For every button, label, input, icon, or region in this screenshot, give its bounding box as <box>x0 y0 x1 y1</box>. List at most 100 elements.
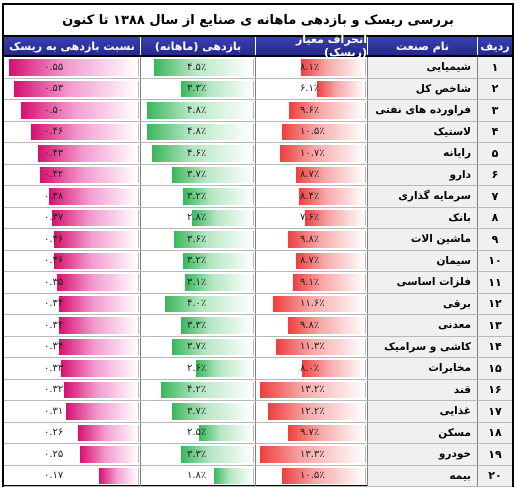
risk-cell: ۱۳.۲٪ <box>255 379 367 400</box>
return-cell: ۳.۳٪ <box>140 444 255 465</box>
ratio-value: ۰.۳۴ <box>44 298 64 310</box>
return-bar <box>185 274 254 291</box>
risk-value: ۸.۱٪ <box>300 61 320 73</box>
return-bar <box>171 338 254 355</box>
ratio-bar <box>61 360 139 377</box>
risk-value: ۹.۱٪ <box>300 276 320 288</box>
return-value: ۴.۸٪ <box>187 126 207 138</box>
ratio-value: ۰.۵۰ <box>44 104 64 116</box>
return-cell: ۳.۷٪ <box>140 164 255 185</box>
risk-value: ۸.۴٪ <box>300 190 320 202</box>
risk-bar <box>302 360 366 377</box>
table-row: ۱ شیمیایی ۸.۱٪ ۴.۵٪ ۰.۵۵ <box>4 57 512 79</box>
table-row: ۱۸ مسکن ۹.۷٪ ۲.۵٪ ۰.۲۶ <box>4 422 512 444</box>
ratio-bar <box>63 381 139 398</box>
return-cell: ۴.۸٪ <box>140 121 255 142</box>
table-row: ۱۱ فلزات اساسی ۹.۱٪ ۳.۱٪ ۰.۳۵ <box>4 272 512 294</box>
risk-bar <box>259 446 366 463</box>
table-row: ۱۹ خودرو ۱۳.۳٪ ۳.۳٪ ۰.۲۵ <box>4 444 512 466</box>
risk-bar <box>282 123 366 140</box>
table-row: ۱۰ سیمان ۸.۷٪ ۳.۲٪ ۰.۳۶ <box>4 250 512 272</box>
industry-name: شاخص کل <box>367 78 477 99</box>
risk-cell: ۷.۶٪ <box>255 207 367 228</box>
row-index: ۱۱ <box>477 272 512 293</box>
risk-bar <box>301 59 366 76</box>
ratio-bar <box>58 317 139 334</box>
risk-bar <box>268 403 366 420</box>
ratio-bar <box>51 209 139 226</box>
return-value: ۳.۷٪ <box>187 405 207 417</box>
risk-cell: ۸.۴٪ <box>255 186 367 207</box>
return-value: ۴.۸٪ <box>187 104 207 116</box>
table-row: ۸ بانک ۷.۶٪ ۲.۸٪ ۰.۳۷ <box>4 207 512 229</box>
return-value: ۳.۲٪ <box>187 190 207 202</box>
risk-value: ۸.۷٪ <box>300 169 320 181</box>
ratio-bar <box>30 123 139 140</box>
risk-cell: ۱۳.۳٪ <box>255 444 367 465</box>
risk-bar <box>293 274 366 291</box>
table-row: ۳ فراورده های نفتی ۹.۶٪ ۴.۸٪ ۰.۵۰ <box>4 100 512 122</box>
return-bar <box>182 188 254 205</box>
return-cell: ۱.۸٪ <box>140 465 255 486</box>
ratio-cell: ۰.۳۲ <box>4 380 140 401</box>
ratio-bar <box>14 80 139 97</box>
return-cell: ۳.۶٪ <box>140 229 255 250</box>
industry-name: غذایی <box>367 401 477 422</box>
return-bar <box>180 80 254 97</box>
row-index: ۶ <box>477 164 512 185</box>
return-value: ۴.۵٪ <box>187 61 207 73</box>
header-ratio: نسبت بازدهی به ریسک <box>9 39 135 53</box>
risk-cell: ۸.۰٪ <box>255 358 367 379</box>
ratio-value: ۰.۳۷ <box>44 212 64 224</box>
ratio-bar <box>21 102 139 119</box>
return-cell: ۲.۵٪ <box>140 422 255 443</box>
table-row: ۱۴ کاشی و سرامیک ۱۱.۳٪ ۳.۷٪ ۰.۳۴ <box>4 336 512 358</box>
industry-name: خودرو <box>367 444 477 465</box>
risk-cell: ۹.۱٪ <box>255 272 367 293</box>
table-header: ردیف نام صنعت انحراف معیار (ریسک) بازدهی… <box>4 33 512 59</box>
return-value: ۳.۷٪ <box>187 341 207 353</box>
return-cell: ۴.۵٪ <box>140 57 255 78</box>
risk-bar <box>260 381 366 398</box>
risk-cell: ۱۰.۵٪ <box>255 465 367 486</box>
risk-value: ۸.۷٪ <box>300 255 320 267</box>
return-cell: ۳.۲٪ <box>140 186 255 207</box>
ratio-cell: ۰.۳۸ <box>4 186 140 207</box>
risk-bar <box>282 467 366 484</box>
ratio-cell: ۰.۵۰ <box>4 100 140 121</box>
industry-name: برقی <box>367 293 477 314</box>
ratio-cell: ۰.۴۳ <box>4 143 140 164</box>
return-bar <box>147 123 254 140</box>
return-value: ۳.۳٪ <box>187 319 207 331</box>
risk-bar <box>296 252 366 269</box>
industry-name: سرمایه گذاری <box>367 186 477 207</box>
risk-cell: ۱۰.۵٪ <box>255 121 367 142</box>
return-bar <box>198 424 254 441</box>
return-bar <box>180 446 254 463</box>
ratio-cell: ۰.۳۶ <box>4 229 140 250</box>
ratio-value: ۰.۳۵ <box>44 276 64 288</box>
table-row: ۷ سرمایه گذاری ۸.۴٪ ۳.۲٪ ۰.۳۸ <box>4 186 512 208</box>
return-value: ۳.۳٪ <box>187 448 207 460</box>
industry-name: رایانه <box>367 143 477 164</box>
risk-value: ۹.۷٪ <box>300 427 320 439</box>
row-index: ۱ <box>477 57 512 78</box>
risk-value: ۱۰.۵٪ <box>300 470 325 482</box>
table-row: ۱۶ قند ۱۳.۲٪ ۴.۲٪ ۰.۳۲ <box>4 379 512 401</box>
table-row: ۲۰ بیمه ۱۰.۵٪ ۱.۸٪ ۰.۱۷ <box>4 465 512 487</box>
risk-value: ۷.۶٪ <box>300 212 320 224</box>
risk-value: ۱۱.۳٪ <box>300 341 325 353</box>
ratio-cell: ۰.۱۷ <box>4 466 140 487</box>
ratio-bar <box>58 338 139 355</box>
return-value: ۲.۸٪ <box>187 212 207 224</box>
ratio-bar <box>77 424 139 441</box>
risk-value: ۹.۸٪ <box>300 319 320 331</box>
ratio-value: ۰.۳۳ <box>44 362 64 374</box>
row-index: ۱۸ <box>477 422 512 443</box>
table-row: ۶ دارو ۸.۷٪ ۳.۷٪ ۰.۴۲ <box>4 164 512 186</box>
ratio-cell: ۰.۳۳ <box>4 358 140 379</box>
return-cell: ۴.۰٪ <box>140 293 255 314</box>
ratio-bar <box>58 295 139 312</box>
ratio-bar <box>9 59 139 76</box>
ratio-cell: ۰.۳۴ <box>4 315 140 336</box>
